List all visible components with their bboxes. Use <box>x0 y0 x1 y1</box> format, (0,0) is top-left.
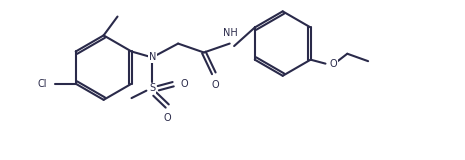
Text: O: O <box>180 79 188 89</box>
Text: O: O <box>212 80 219 90</box>
Text: N: N <box>149 52 156 62</box>
Text: Cl: Cl <box>38 79 47 89</box>
Text: S: S <box>149 83 155 93</box>
Text: NH: NH <box>223 28 238 38</box>
Text: O: O <box>330 59 338 69</box>
Text: O: O <box>163 113 171 123</box>
